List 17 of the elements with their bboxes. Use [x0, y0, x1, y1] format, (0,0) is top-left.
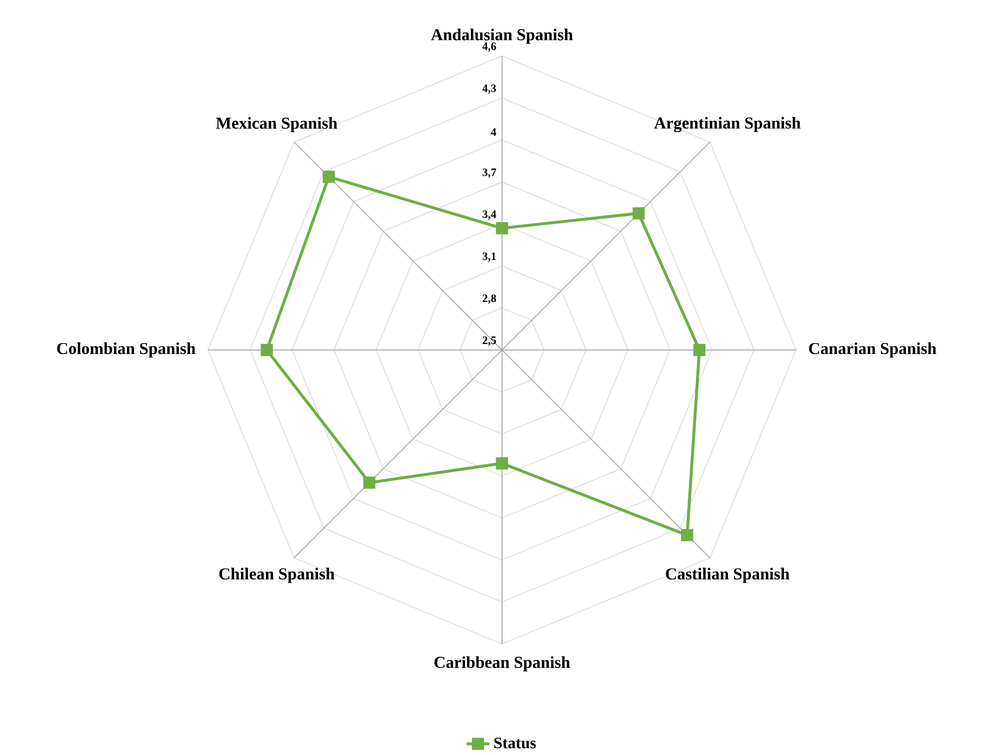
- spoke-label: Colombian Spanish: [57, 342, 196, 358]
- y-tick-label: 2,5: [482, 336, 496, 346]
- y-tick-label: 3,1: [482, 252, 496, 262]
- spoke-label: Caribbean Spanish: [434, 656, 570, 672]
- y-tick-label: 4,6: [482, 42, 496, 52]
- spoke-label: Castilian Spanish: [666, 568, 790, 583]
- y-tick-label: 4: [490, 128, 496, 136]
- spoke-label: Chilean Spanish: [219, 568, 334, 583]
- spoke-label: Andalusian Spanish: [431, 28, 573, 44]
- y-tick-label: 4,3: [482, 84, 496, 94]
- spoke-label: Mexican Spanish: [216, 117, 338, 132]
- legend-label: Status: [494, 738, 536, 748]
- spoke-label: Argentinian Spanish: [654, 116, 801, 132]
- y-tick-label: 2,8: [482, 294, 496, 304]
- spoke-label: Canarian Spanish: [809, 342, 936, 358]
- y-tick-label: 3,7: [482, 168, 496, 178]
- y-tick-label: 3,4: [482, 210, 496, 220]
